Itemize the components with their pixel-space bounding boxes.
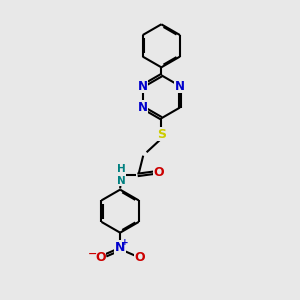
Text: −: − xyxy=(88,249,98,259)
Text: S: S xyxy=(157,128,166,141)
Text: O: O xyxy=(134,251,145,264)
Text: N: N xyxy=(138,80,148,92)
Text: +: + xyxy=(121,238,129,247)
Text: N: N xyxy=(138,101,148,114)
Text: H
N: H N xyxy=(117,164,126,186)
Text: O: O xyxy=(154,166,164,179)
Text: O: O xyxy=(95,251,106,264)
Text: N: N xyxy=(175,80,185,92)
Text: N: N xyxy=(115,241,125,254)
